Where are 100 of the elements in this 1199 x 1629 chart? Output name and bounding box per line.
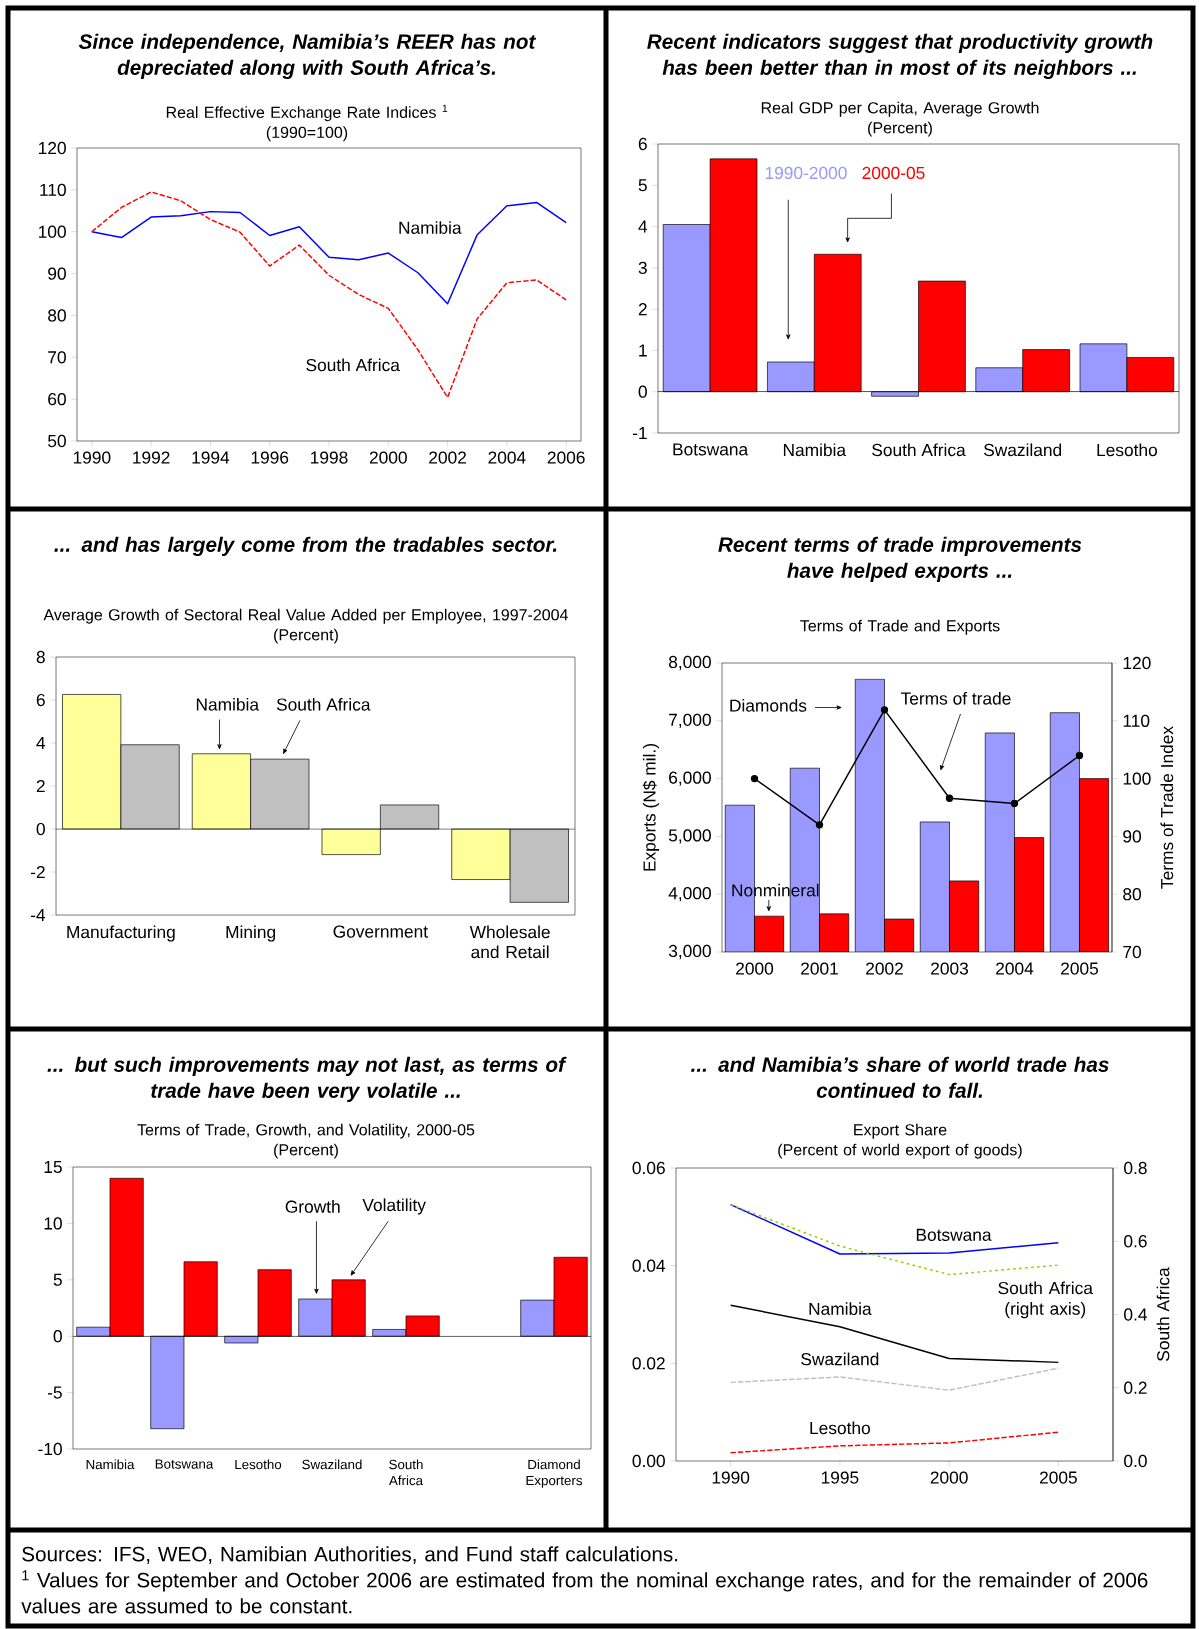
x-tick-label: Swaziland (302, 1459, 362, 1470)
text: Namibia (196, 697, 260, 711)
x-tick-label: 1996 (251, 451, 289, 464)
y-tick-label: 0.00 (632, 1454, 665, 1468)
y-tick-label: -10 (38, 1442, 62, 1456)
point (750, 774, 759, 783)
chart-title: Recent terms of trade improvements have helped exports ... (718, 536, 1082, 582)
y-tick-label: -5 (47, 1386, 62, 1399)
x-tick-label: 2004 (488, 451, 526, 464)
y-tick-label: 0 (36, 822, 45, 836)
y2-axis-title: South Africa (1156, 1267, 1170, 1361)
x-tick-label: South Africa (388, 1459, 424, 1486)
x-tick-label: Botswana (673, 443, 749, 456)
series-label: Botswana (916, 1228, 992, 1241)
bar (380, 804, 440, 830)
chart-title: Since independence, Namibia’s REER has not depreciated along with South Africa’s. (78, 33, 537, 79)
y-tick-label: 0.02 (632, 1357, 665, 1370)
x-tick-label: 1990 (73, 451, 111, 464)
y2-tick-label: 100 (1123, 772, 1151, 785)
point (815, 821, 824, 829)
y-tick-label: 90 (48, 267, 66, 280)
y-tick-label: 10 (44, 1217, 62, 1230)
y-tick-label: 100 (39, 225, 66, 238)
chart-title: ... and Namibia’s share of world trade has continued to fall. (691, 1056, 1109, 1098)
x-tick-label: South Africa (872, 443, 966, 457)
x-tick-label: 2000 (369, 451, 407, 464)
line-series (729, 1203, 1060, 1276)
y-tick-label: 5,000 (668, 829, 711, 844)
x-tick-label: 2000 (930, 1471, 968, 1484)
y-tick-label: 70 (48, 351, 66, 364)
chart-title: Recent indicators suggest that productivity growth has been better than in most of its neighbors ... (647, 33, 1153, 79)
x-tick-label: Lesotho (1097, 443, 1157, 457)
y-tick-label: 0.06 (632, 1161, 665, 1175)
x-tick-label: 1995 (821, 1471, 859, 1484)
x-tick-label: Namibia (783, 443, 847, 457)
chart-title: ... but such improvements may not last, as terms of trade have been very volatile ... (47, 1056, 567, 1102)
y2-tick-label: 0.2 (1124, 1381, 1147, 1394)
text: Real Effective Exchange Rate Indices $^{1}$ (1990=100) (166, 104, 448, 142)
y-tick-label: 120 (39, 141, 66, 155)
x-tick-label: 2005 (1039, 1471, 1077, 1484)
series-label: Lesotho (810, 1421, 870, 1435)
text: South Africa (276, 697, 371, 711)
x-tick-label: 2000 (736, 962, 774, 975)
y-tick-label: -4 (30, 909, 46, 921)
y2-tick-label: 90 (1123, 830, 1141, 843)
y-tick-label: 2 (638, 303, 647, 316)
line-series (91, 191, 567, 399)
chart-subtitle: Average Growth of Sectoral Real Value Added per Employee, 1997-2004 (Percent) (43, 608, 568, 644)
y2-tick-label: 0.4 (1124, 1308, 1147, 1321)
x-tick-label: 2002 (866, 962, 903, 975)
chart-subtitle: Terms of Trade and Exports (800, 619, 1000, 635)
y-tick-label: 60 (48, 393, 66, 406)
text: Growth (285, 1200, 340, 1213)
x-tick-label: 2002 (429, 451, 466, 464)
y-tick-label: 5 (53, 1273, 62, 1286)
text: Volatility (362, 1198, 426, 1215)
x-tick-label: 1992 (133, 451, 170, 464)
x-tick-label: 2006 (547, 451, 585, 464)
series-label: Terms of trade (901, 691, 1011, 705)
series-label: South Africa (306, 358, 400, 372)
y-tick-label: -1 (632, 427, 647, 439)
y2-tick-label: 70 (1123, 945, 1141, 959)
chart-subtitle: Export Share (Percent of world export of goods) (778, 1123, 1022, 1159)
series-label: Namibia (399, 221, 462, 234)
x-tick-label: 2001 (801, 962, 838, 975)
y2-axis-title: Terms of Trade Index (1160, 726, 1174, 889)
x-tick-label: Namibia (86, 1459, 135, 1470)
text: $^{1}$ Values for September and October 2006 are estimated from the nominal exchange rates, and for the remainder of 2006 values are assumed to be constant. (21, 1570, 1148, 1614)
y-tick-label: 8,000 (668, 655, 711, 671)
y-tick-label: 6,000 (669, 771, 711, 786)
y-tick-label: 7,000 (669, 713, 711, 728)
x-tick-label: 2003 (931, 962, 969, 975)
y-tick-label: 80 (48, 309, 66, 322)
x-tick-label: Manufacturing (67, 925, 175, 942)
x-tick-label: Lesotho (235, 1459, 282, 1470)
point (1075, 751, 1084, 760)
y2-tick-label: 110 (1123, 714, 1150, 727)
chart-title: ... and has largely come from the tradables sector. (54, 536, 557, 556)
y-tick-label: 4,000 (668, 887, 711, 902)
y-tick-label: 0 (638, 385, 647, 398)
y-tick-label: 0.04 (632, 1259, 666, 1272)
text: 2000-05 (862, 166, 925, 180)
text: Diamonds (730, 699, 807, 712)
x-tick-label: Wholesale and Retail (469, 925, 550, 959)
y-tick-label: 0 (53, 1330, 62, 1343)
y2-tick-label: 120 (1123, 656, 1151, 670)
point (1010, 799, 1019, 808)
y-tick-label: 15 (44, 1160, 62, 1174)
y-tick-label: 6 (36, 693, 45, 707)
y-tick-label: 3 (638, 261, 647, 274)
y-tick-label: -2 (30, 865, 45, 879)
y-tick-label: 2 (36, 779, 45, 793)
x-tick-label: 1998 (311, 451, 348, 464)
series-label: South Africa (right axis) (998, 1281, 1093, 1319)
x-tick-label: 1994 (192, 451, 230, 464)
source-note: Sources: IFS, WEO, Namibian Authorities, and Fund staff calculations. (22, 1546, 678, 1564)
series-label: Namibia (809, 1302, 872, 1316)
y-tick-label: 5 (638, 179, 647, 192)
y-tick-label: 4 (638, 220, 648, 233)
y2-tick-label: 0.0 (1124, 1454, 1147, 1468)
